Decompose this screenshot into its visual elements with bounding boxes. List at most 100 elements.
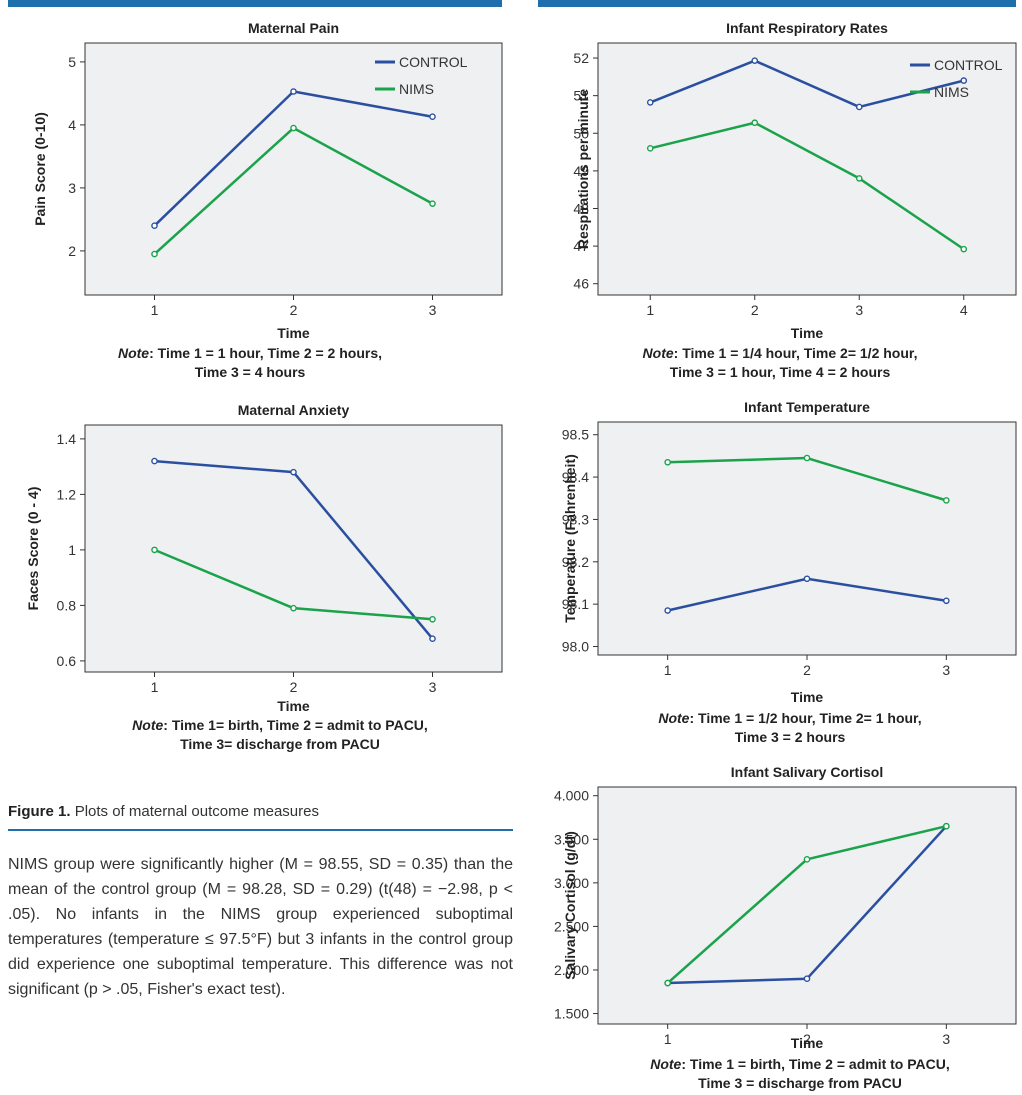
note-maternal-pain: Note: Time 1 = 1 hour, Time 2 = 2 hours,… (60, 344, 440, 382)
figure-caption-label: Figure 1. (8, 803, 71, 820)
data-point-nims (664, 458, 671, 466)
y-tick-label: 1.4 (57, 431, 77, 447)
y-tick-label: 5 (68, 54, 76, 70)
y-tick-label: 49 (573, 163, 589, 179)
x-tick-label: 2 (290, 302, 298, 318)
data-point-nims (429, 200, 436, 207)
data-point-nims (803, 454, 811, 462)
data-point-nims (646, 145, 654, 152)
y-axis-label: Faces Score (0 - 4) (25, 487, 41, 611)
series-line-nims (649, 121, 965, 251)
y-tick-label: 0.6 (57, 653, 77, 669)
note-infant-temperature: Note: Time 1 = 1/2 hour, Time 2= 1 hour,… (590, 709, 990, 747)
data-point-nims (151, 250, 158, 258)
x-axis-label: Time (791, 1035, 824, 1051)
chart-title: Infant Salivary Cortisol (731, 764, 883, 780)
y-tick-label: 52 (573, 50, 589, 66)
note-line: : Time 1= birth, Time 2 = admit to PACU, (163, 717, 428, 733)
x-tick-label: 1 (664, 1031, 672, 1047)
figure-caption: Figure 1. Plots of maternal outcome meas… (8, 803, 319, 820)
y-tick-label: 51 (573, 88, 589, 104)
y-tick-label: 1 (68, 542, 76, 558)
y-tick-label: 4 (68, 117, 76, 133)
x-tick-label: 2 (290, 679, 298, 695)
x-tick-label: 2 (803, 1031, 811, 1047)
y-tick-label: 3.500 (554, 831, 589, 847)
y-tick-label: 46 (573, 276, 589, 292)
note-line: : Time 1 = 1 hour, Time 2 = 2 hours, (149, 345, 383, 361)
x-tick-label: 3 (855, 302, 863, 318)
note-label: Note (117, 345, 150, 361)
legend-label: NIMS (934, 84, 969, 100)
top-rule-right (538, 0, 1016, 7)
y-axis-label: Temperature (Fahrenheit) (562, 454, 578, 623)
data-point-nims (290, 124, 297, 132)
y-axis-label: Salivary Cortisol (g/dl) (562, 831, 578, 980)
chart-title: Maternal Anxiety (238, 402, 350, 418)
y-tick-label: 1.2 (57, 486, 77, 502)
chart-title: Infant Temperature (744, 399, 870, 415)
data-point-control (803, 975, 811, 982)
data-point-nims (664, 979, 671, 987)
figure-caption-text: Plots of maternal outcome measures (74, 803, 319, 820)
x-axis-label: Time (277, 698, 310, 714)
data-point-control (429, 113, 436, 121)
data-point-nims (290, 604, 297, 612)
data-point-control (429, 635, 436, 642)
y-tick-label: 3 (68, 180, 76, 196)
data-point-nims (943, 497, 950, 504)
y-tick-label: 98.2 (562, 554, 589, 570)
note-label: Note (132, 717, 164, 733)
note-label: Note (642, 345, 674, 361)
y-tick-label: 98.5 (562, 427, 589, 443)
note-line: Time 3 = discharge from PACU (698, 1075, 902, 1091)
note-line: : Time 1 = birth, Time 2 = admit to PACU… (681, 1056, 950, 1072)
legend-label: NIMS (399, 81, 434, 97)
y-tick-label: 98.4 (562, 469, 589, 485)
note-line: Time 3 = 1 hour, Time 4 = 2 hours (669, 364, 891, 380)
note-line: Time 3 = 2 hours (734, 729, 846, 745)
series-line-control (649, 59, 965, 109)
data-point-nims (855, 175, 863, 182)
data-point-control (151, 457, 158, 465)
data-point-control (664, 607, 671, 614)
y-tick-label: 4.000 (554, 788, 589, 804)
x-tick-label: 3 (942, 662, 950, 678)
data-point-control (943, 597, 950, 605)
x-tick-label: 1 (151, 679, 159, 695)
x-tick-label: 4 (960, 302, 968, 318)
data-point-control (855, 103, 863, 111)
x-axis-label: Time (277, 325, 310, 341)
y-tick-label: 47 (573, 238, 589, 254)
y-tick-label: 98.3 (562, 511, 589, 527)
x-tick-label: 3 (429, 302, 437, 318)
x-axis-label: Time (791, 325, 824, 341)
data-point-nims (803, 856, 811, 863)
note-respiratory-rates: Note: Time 1 = 1/4 hour, Time 2= 1/2 hou… (570, 344, 990, 382)
data-point-nims (151, 546, 158, 554)
data-point-control (151, 222, 158, 229)
body-text: NIMS group were significantly higher (M … (8, 852, 513, 1002)
note-line: : Time 1 = 1/2 hour, Time 2= 1 hour, (689, 710, 922, 726)
y-tick-label: 3.000 (554, 875, 589, 891)
legend-label: CONTROL (399, 54, 468, 70)
data-point-control (751, 57, 759, 64)
y-tick-label: 2.500 (554, 918, 589, 934)
data-point-control (803, 575, 811, 583)
x-tick-label: 1 (664, 662, 672, 678)
note-label: Note (650, 1056, 682, 1072)
note-label: Note (658, 710, 690, 726)
note-line: Time 3= discharge from PACU (180, 736, 380, 752)
y-tick-label: 98.0 (562, 639, 589, 655)
note-maternal-anxiety: Note: Time 1= birth, Time 2 = admit to P… (80, 716, 480, 754)
data-point-control (646, 99, 654, 106)
y-tick-label: 50 (573, 125, 589, 141)
y-tick-label: 48 (573, 200, 589, 216)
data-point-control (290, 468, 297, 476)
y-tick-label: 2.000 (554, 962, 589, 978)
data-point-nims (429, 615, 436, 623)
x-tick-label: 2 (751, 302, 759, 318)
